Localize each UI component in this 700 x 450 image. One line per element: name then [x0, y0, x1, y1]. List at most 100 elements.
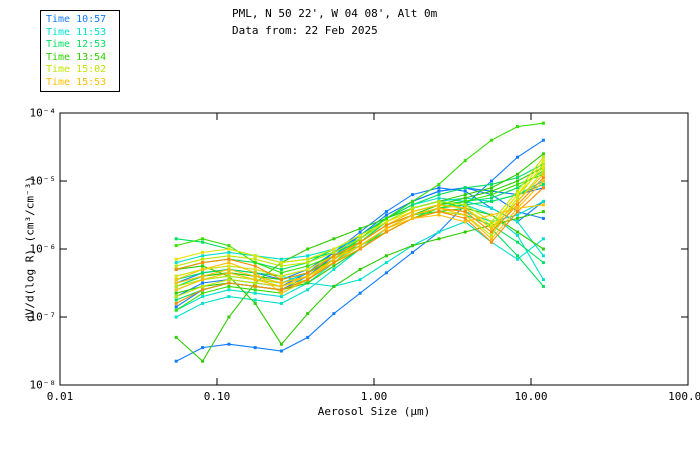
- data-point-marker: [541, 254, 545, 258]
- data-point-marker: [541, 152, 545, 156]
- data-point-marker: [279, 288, 283, 292]
- series-line-1253-10: [176, 163, 544, 270]
- data-point-marker: [253, 271, 257, 275]
- data-point-marker: [201, 284, 205, 288]
- data-point-marker: [201, 271, 205, 275]
- data-point-marker: [174, 237, 178, 241]
- data-point-marker: [332, 257, 336, 261]
- series-line-1354-16: [175, 122, 544, 311]
- data-point-marker: [306, 271, 310, 275]
- data-point-marker: [279, 267, 283, 271]
- data-point-marker: [437, 213, 441, 217]
- data-point-marker: [201, 278, 205, 282]
- data-point-marker: [490, 186, 493, 190]
- data-point-marker: [516, 125, 519, 129]
- x-tick-label-10.00: 10.00: [514, 390, 548, 403]
- data-point-marker: [253, 267, 257, 271]
- data-point-marker: [411, 244, 414, 248]
- data-point-marker: [174, 284, 178, 288]
- data-point-marker: [358, 247, 362, 251]
- data-point-marker: [253, 288, 257, 292]
- data-point-marker: [490, 138, 493, 142]
- data-point-marker: [253, 291, 257, 295]
- data-point-marker: [541, 165, 545, 169]
- plot-border: [59, 112, 689, 386]
- data-point-marker: [227, 257, 231, 261]
- legend-entry-1153: Time 11:53: [46, 26, 107, 38]
- data-point-marker: [516, 176, 519, 180]
- data-point-marker: [358, 278, 362, 282]
- data-point-marker: [227, 288, 231, 292]
- data-point-marker: [332, 254, 336, 258]
- data-point-marker: [227, 254, 231, 258]
- data-point-marker: [384, 223, 388, 227]
- data-point-marker: [332, 267, 336, 271]
- data-point-marker: [437, 199, 441, 203]
- data-point-marker: [201, 237, 205, 241]
- axes-box-and-ticks: [59, 112, 689, 386]
- data-point-marker: [227, 250, 231, 254]
- data-point-marker: [384, 227, 388, 231]
- data-point-marker: [463, 186, 467, 190]
- data-point-marker: [253, 281, 257, 285]
- data-point-marker: [174, 291, 178, 295]
- data-point-marker: [306, 264, 310, 268]
- data-point-marker: [201, 254, 205, 258]
- data-point-marker: [541, 216, 545, 220]
- data-point-marker: [279, 342, 283, 346]
- data-point-marker: [358, 230, 362, 234]
- data-point-marker: [279, 349, 283, 353]
- data-point-marker: [516, 186, 519, 190]
- data-point-marker: [384, 271, 388, 275]
- data-point-marker: [227, 284, 231, 288]
- data-point-marker: [306, 254, 310, 258]
- data-point-marker: [490, 223, 493, 227]
- x-tick-label-0.01: 0.01: [46, 390, 74, 403]
- data-point-marker: [437, 206, 441, 210]
- data-point-marker: [490, 213, 493, 217]
- data-point-marker: [541, 182, 545, 186]
- data-point-marker: [306, 267, 310, 271]
- data-point-marker: [358, 227, 362, 231]
- data-point-marker: [227, 247, 231, 251]
- data-point-marker: [358, 291, 362, 295]
- data-point-marker: [227, 271, 231, 275]
- data-point-marker: [358, 267, 362, 271]
- data-point-marker: [253, 264, 257, 268]
- series-line-1502-21: [176, 160, 544, 277]
- data-point-marker: [279, 261, 283, 265]
- data-point-marker: [279, 274, 283, 278]
- data-point-marker: [332, 264, 336, 268]
- data-point-marker: [227, 342, 231, 346]
- y-tick-label-1e-7: 10⁻⁷: [29, 310, 57, 324]
- data-point-marker: [437, 237, 441, 241]
- data-point-marker: [174, 288, 178, 292]
- data-point-marker: [541, 121, 545, 125]
- data-point-marker: [541, 247, 545, 251]
- data-point-marker: [253, 278, 257, 282]
- data-point-marker: [437, 182, 441, 186]
- series-line-1502-24: [176, 170, 544, 298]
- y-axis-title: dV/d(log R) (cm³/cm⁻³): [23, 176, 37, 322]
- data-point-marker: [516, 213, 519, 217]
- data-point-marker: [174, 315, 178, 319]
- data-point-marker: [174, 281, 178, 285]
- data-point-marker: [227, 274, 231, 278]
- data-point-marker: [541, 169, 545, 173]
- data-point-marker: [174, 278, 178, 282]
- data-point-marker: [174, 244, 178, 248]
- x-tick-label-1.00: 1.00: [360, 390, 388, 403]
- y-tick-label-1e-6: 10⁻⁶: [29, 242, 57, 256]
- data-point-marker: [516, 196, 519, 200]
- legend-box: Time 10:57 Time 11:53 Time 12:53 Time 13…: [40, 10, 120, 92]
- data-point-marker: [332, 247, 336, 251]
- data-point-marker: [541, 210, 545, 214]
- x-axis-title: Aerosol Size (μm): [317, 405, 431, 418]
- data-point-marker: [463, 230, 467, 234]
- data-point-marker: [174, 335, 178, 339]
- data-point-marker: [253, 257, 257, 261]
- data-point-marker: [463, 159, 467, 163]
- data-point-marker: [437, 210, 441, 214]
